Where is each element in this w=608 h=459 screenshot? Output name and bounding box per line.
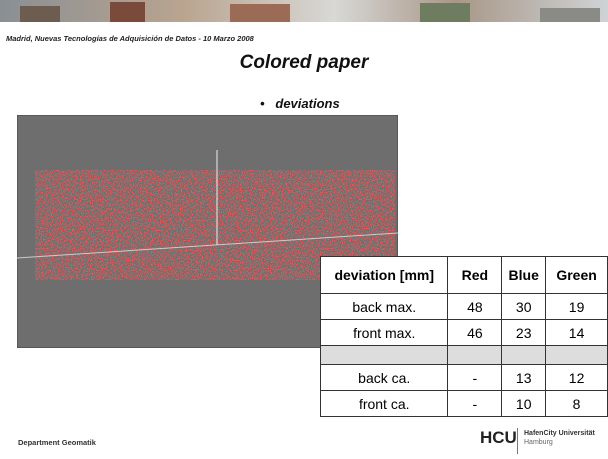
column-header: Blue (502, 257, 546, 294)
table-cell: 12 (546, 365, 608, 391)
separator-cell (546, 346, 608, 365)
slide: Madrid, Nuevas Tecnologías de Adquisició… (0, 0, 608, 459)
logo: HCU (480, 428, 517, 448)
logo-divider (517, 428, 518, 454)
table-cell: 10 (502, 391, 546, 417)
table-cell: 48 (448, 294, 502, 320)
table-cell: back ca. (321, 365, 448, 391)
table-cell: - (448, 365, 502, 391)
bullet-text: deviations (275, 96, 339, 111)
table-cell: 30 (502, 294, 546, 320)
bullet: • deviations (260, 96, 340, 111)
table-cell: 19 (546, 294, 608, 320)
column-header: Red (448, 257, 502, 294)
separator-cell (321, 346, 448, 365)
separator-cell (502, 346, 546, 365)
header-photo (0, 0, 608, 28)
column-header: deviation [mm] (321, 257, 448, 294)
slide-title: Colored paper (0, 52, 608, 74)
table-cell: - (448, 391, 502, 417)
column-header: Green (546, 257, 608, 294)
separator-cell (448, 346, 502, 365)
table-cell: 46 (448, 320, 502, 346)
table-cell: back max. (321, 294, 448, 320)
table-cell: front max. (321, 320, 448, 346)
table-cell: front ca. (321, 391, 448, 417)
table-cell: 14 (546, 320, 608, 346)
table-cell: 13 (502, 365, 546, 391)
footer-department: Department Geomatik (18, 438, 96, 447)
table-cell: 8 (546, 391, 608, 417)
university: HafenCity Universität (524, 430, 595, 437)
city: Hamburg (524, 439, 553, 446)
header-text: Madrid, Nuevas Tecnologías de Adquisició… (6, 34, 254, 43)
table-cell: 23 (502, 320, 546, 346)
separator-row (321, 346, 608, 365)
